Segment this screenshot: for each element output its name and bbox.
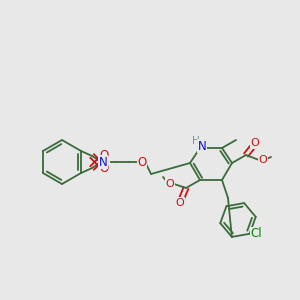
Text: N: N bbox=[99, 155, 107, 169]
Text: O: O bbox=[176, 198, 184, 208]
Text: O: O bbox=[137, 155, 147, 169]
Text: Cl: Cl bbox=[251, 227, 262, 240]
Text: O: O bbox=[100, 162, 109, 175]
Text: H: H bbox=[192, 136, 200, 146]
Text: O: O bbox=[100, 149, 109, 162]
Text: N: N bbox=[198, 140, 206, 152]
Text: O: O bbox=[166, 179, 174, 189]
Text: O: O bbox=[250, 138, 260, 148]
Text: O: O bbox=[259, 155, 267, 165]
